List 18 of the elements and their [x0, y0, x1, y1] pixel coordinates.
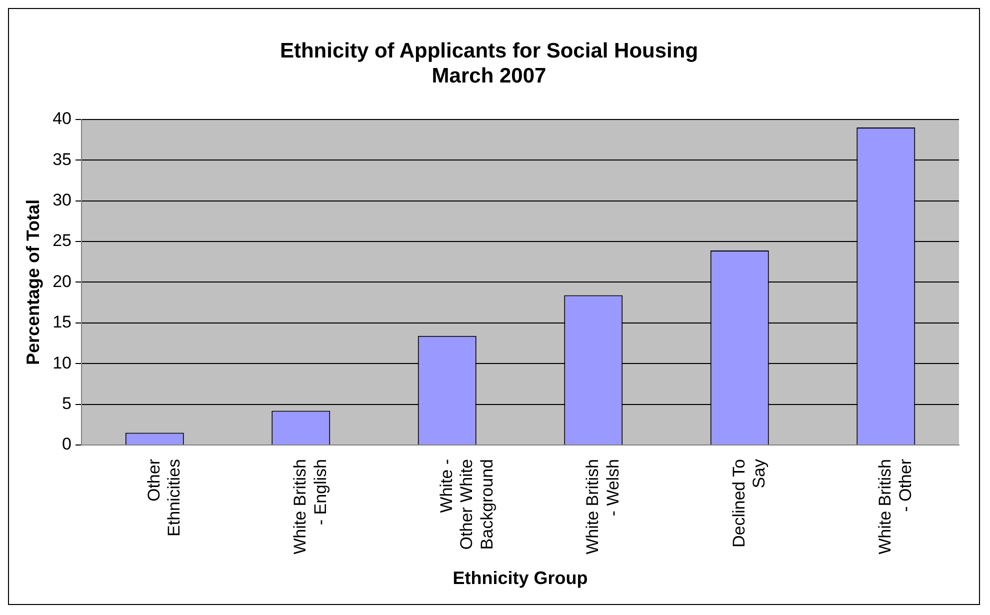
x-tick-label: Other Ethnicities: [144, 458, 184, 536]
y-tick-label: 30: [52, 190, 72, 210]
x-tick-label: Declined To Say: [729, 458, 769, 548]
x-axis-title: Ethnicity Group: [452, 568, 588, 588]
y-axis-title: Percentage of Total: [22, 199, 43, 366]
y-tick-label: 0: [62, 434, 72, 454]
x-tick-label: White - Other White Background: [436, 458, 497, 550]
y-tick-label: 40: [52, 109, 72, 128]
x-tick-label: White British - Welsh: [583, 458, 622, 554]
y-tick-label: 25: [52, 231, 72, 250]
x-tick-label: White British - Other: [876, 458, 915, 554]
x-tick-label: White British - English: [290, 458, 330, 554]
y-tick-label: 5: [62, 394, 72, 413]
y-tick-label: 35: [52, 150, 72, 169]
y-tick-label: 10: [52, 353, 72, 372]
chart-title: Ethnicity of Applicants for Social Housing March 2007: [280, 39, 698, 88]
y-tick-label: 15: [52, 312, 72, 332]
y-tick-label: 20: [52, 272, 72, 291]
